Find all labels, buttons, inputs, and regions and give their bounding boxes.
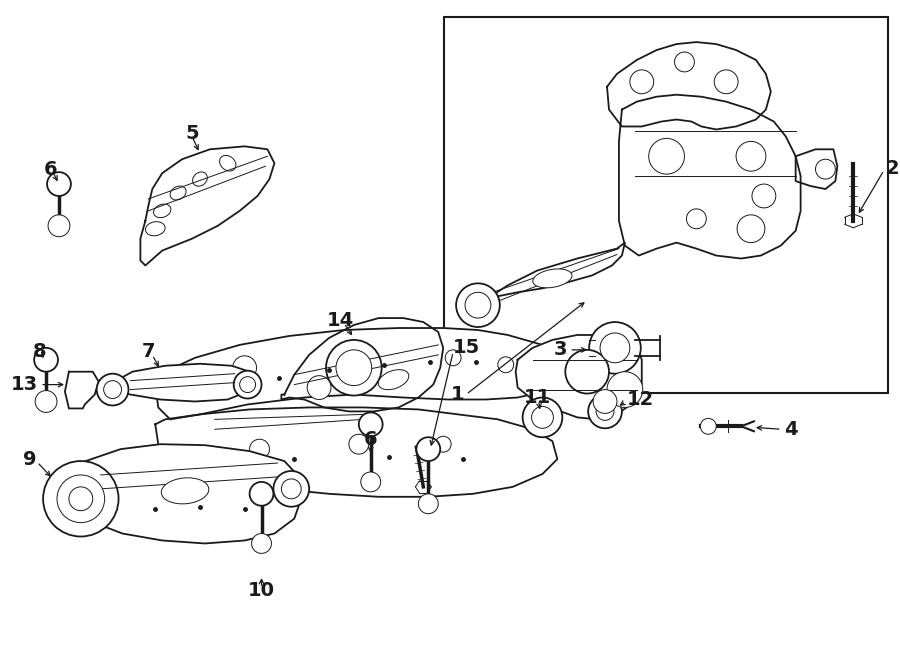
Circle shape (274, 471, 310, 507)
Circle shape (815, 159, 835, 179)
Ellipse shape (220, 155, 236, 171)
Ellipse shape (146, 221, 165, 236)
Text: 13: 13 (11, 375, 38, 394)
Circle shape (48, 215, 70, 237)
Circle shape (498, 357, 514, 373)
Circle shape (607, 371, 643, 407)
Ellipse shape (533, 269, 572, 288)
Text: 9: 9 (22, 449, 36, 469)
Circle shape (233, 356, 256, 379)
Circle shape (47, 172, 71, 196)
Polygon shape (282, 318, 443, 411)
Circle shape (239, 377, 256, 393)
Circle shape (339, 348, 359, 368)
Text: 6: 6 (44, 160, 58, 178)
Circle shape (96, 373, 129, 405)
Text: 1: 1 (450, 385, 464, 404)
Circle shape (590, 322, 641, 373)
Circle shape (361, 472, 381, 492)
Circle shape (249, 439, 269, 459)
Circle shape (715, 70, 738, 94)
Circle shape (649, 138, 685, 174)
Circle shape (326, 340, 382, 395)
Polygon shape (476, 243, 625, 310)
Text: 2: 2 (885, 159, 898, 178)
Polygon shape (106, 364, 252, 401)
Circle shape (34, 348, 58, 371)
Circle shape (700, 418, 716, 434)
Text: 3: 3 (554, 340, 567, 360)
Text: 7: 7 (141, 342, 155, 362)
Polygon shape (65, 371, 99, 408)
Text: 8: 8 (32, 342, 46, 362)
Text: 15: 15 (453, 338, 481, 358)
Circle shape (737, 215, 765, 243)
Circle shape (349, 434, 369, 454)
Circle shape (465, 292, 491, 318)
Circle shape (282, 479, 302, 499)
Circle shape (600, 333, 630, 363)
Circle shape (752, 184, 776, 208)
Circle shape (212, 459, 228, 475)
Bar (445, 17, 888, 393)
Text: 5: 5 (185, 124, 199, 143)
Circle shape (417, 437, 440, 461)
Circle shape (234, 371, 262, 399)
Text: 11: 11 (524, 388, 551, 407)
Circle shape (446, 350, 461, 366)
Circle shape (249, 482, 274, 506)
Ellipse shape (161, 478, 209, 504)
Circle shape (43, 461, 119, 537)
Circle shape (589, 395, 622, 428)
Ellipse shape (170, 186, 186, 200)
Circle shape (523, 397, 562, 437)
Circle shape (307, 375, 331, 399)
Polygon shape (140, 146, 274, 266)
Circle shape (359, 412, 382, 436)
Text: 6: 6 (364, 430, 377, 449)
Polygon shape (516, 335, 642, 419)
Circle shape (336, 350, 372, 385)
Circle shape (418, 494, 438, 514)
Circle shape (69, 487, 93, 511)
Circle shape (630, 70, 653, 94)
Circle shape (252, 533, 272, 553)
Circle shape (35, 391, 57, 412)
Polygon shape (796, 149, 837, 189)
Polygon shape (51, 444, 302, 543)
Text: 4: 4 (784, 420, 797, 439)
Circle shape (532, 407, 554, 428)
Polygon shape (156, 328, 562, 419)
Ellipse shape (378, 369, 409, 389)
Ellipse shape (193, 172, 207, 186)
Circle shape (593, 389, 616, 413)
Ellipse shape (154, 204, 171, 217)
Polygon shape (607, 42, 770, 130)
Circle shape (596, 403, 614, 420)
Circle shape (565, 350, 609, 393)
Text: 10: 10 (248, 580, 275, 600)
Circle shape (736, 141, 766, 171)
Polygon shape (156, 407, 557, 497)
Text: 12: 12 (627, 390, 654, 409)
Circle shape (104, 381, 122, 399)
Polygon shape (619, 95, 801, 258)
Circle shape (57, 475, 104, 523)
Circle shape (674, 52, 695, 72)
Circle shape (456, 284, 500, 327)
Text: 14: 14 (328, 311, 355, 330)
Circle shape (687, 209, 707, 229)
Circle shape (436, 436, 451, 452)
